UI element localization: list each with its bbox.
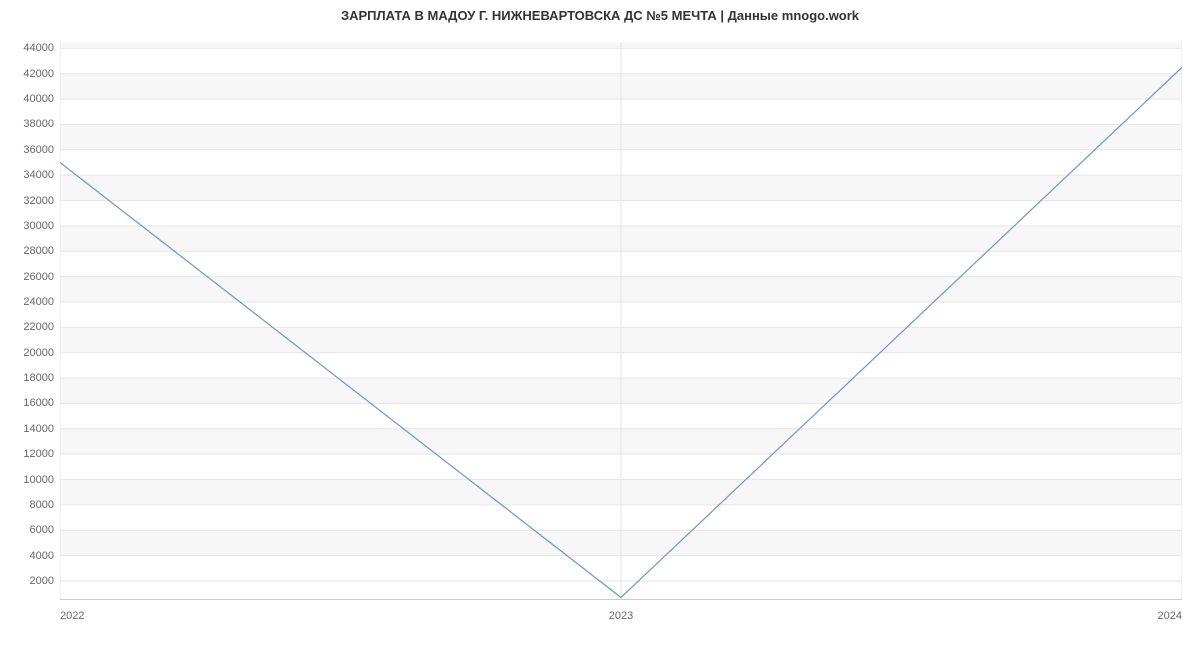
- y-tick-label: 8000: [10, 499, 54, 511]
- x-tick-label: 2023: [591, 610, 651, 622]
- y-tick-label: 18000: [10, 372, 54, 384]
- chart-container: ЗАРПЛАТА В МАДОУ Г. НИЖНЕВАРТОВСКА ДС №5…: [0, 0, 1200, 650]
- chart-title: ЗАРПЛАТА В МАДОУ Г. НИЖНЕВАРТОВСКА ДС №5…: [0, 8, 1200, 23]
- y-tick-label: 16000: [10, 397, 54, 409]
- y-tick-label: 28000: [10, 245, 54, 257]
- plot-area: [60, 42, 1182, 600]
- y-tick-label: 38000: [10, 118, 54, 130]
- y-tick-label: 26000: [10, 271, 54, 283]
- y-tick-label: 30000: [10, 220, 54, 232]
- y-tick-label: 24000: [10, 296, 54, 308]
- y-tick-label: 6000: [10, 524, 54, 536]
- x-tick-label: 2022: [60, 610, 120, 622]
- x-tick-label: 2024: [1122, 610, 1182, 622]
- y-tick-label: 36000: [10, 144, 54, 156]
- y-tick-label: 34000: [10, 169, 54, 181]
- y-tick-label: 14000: [10, 423, 54, 435]
- y-tick-label: 20000: [10, 347, 54, 359]
- y-tick-label: 22000: [10, 321, 54, 333]
- y-tick-label: 32000: [10, 195, 54, 207]
- chart-svg: [60, 42, 1182, 600]
- y-tick-label: 44000: [10, 42, 54, 54]
- y-tick-label: 12000: [10, 448, 54, 460]
- y-tick-label: 40000: [10, 93, 54, 105]
- y-tick-label: 4000: [10, 550, 54, 562]
- y-tick-label: 10000: [10, 474, 54, 486]
- y-tick-label: 42000: [10, 68, 54, 80]
- y-tick-label: 2000: [10, 575, 54, 587]
